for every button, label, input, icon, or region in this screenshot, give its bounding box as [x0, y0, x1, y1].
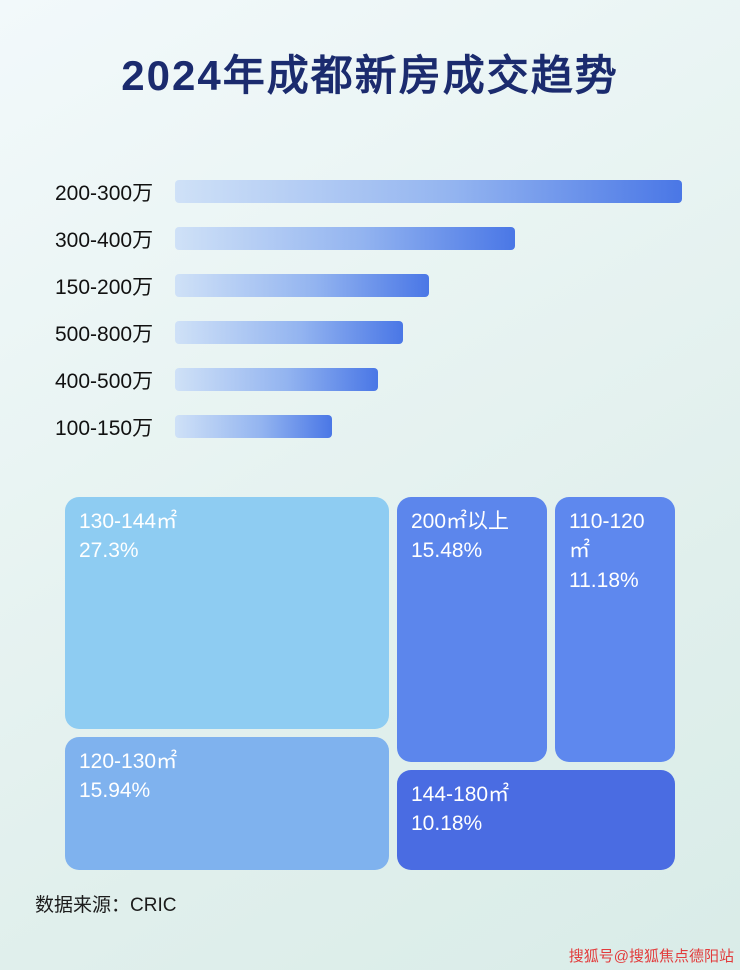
- treemap-block-144-180: 144-180㎡ 10.18%: [397, 770, 675, 870]
- watermark: 搜狐号@搜狐焦点德阳站: [568, 948, 734, 965]
- treemap-value: 11.18%: [569, 568, 639, 592]
- bar-category-label: 200-300万: [55, 181, 154, 205]
- area-size-treemap: 130-144㎡ 27.3% 200㎡以上 15.48% 110-120㎡ 11…: [65, 497, 675, 870]
- bar-category-label: 150-200万: [55, 275, 154, 299]
- bar-track: [175, 321, 682, 344]
- treemap-label: 110-120㎡: [569, 510, 645, 563]
- bar-track: [175, 274, 682, 297]
- bar-track: [175, 180, 682, 203]
- bar: [175, 321, 404, 344]
- page-title: 2024年成都新房成交趋势: [121, 52, 619, 99]
- treemap-label: 130-144㎡: [79, 510, 178, 533]
- bar-category-label: 500-800万: [55, 322, 154, 346]
- treemap-value: 27.3%: [79, 539, 139, 563]
- bar: [175, 180, 682, 203]
- bar-row: 200-300万: [55, 168, 682, 215]
- treemap-value: 15.94%: [79, 779, 151, 803]
- treemap-label: 144-180㎡: [411, 783, 510, 806]
- bar: [175, 274, 429, 297]
- bar-track: [175, 368, 682, 391]
- price-range-bar-chart: 200-300万 300-400万 150-200万 500-800万 400-…: [55, 168, 682, 450]
- bar-row: 150-200万: [55, 262, 682, 309]
- bar: [175, 368, 378, 391]
- bar-track: [175, 227, 682, 250]
- treemap-value: 15.48%: [411, 539, 483, 563]
- bar: [175, 415, 333, 438]
- treemap-block-120-130: 120-130㎡ 15.94%: [65, 737, 389, 870]
- bar-category-label: 300-400万: [55, 228, 154, 252]
- bar-row: 500-800万: [55, 309, 682, 356]
- treemap-value: 10.18%: [411, 812, 483, 836]
- bar-track: [175, 415, 682, 438]
- data-source-note: 数据来源：CRIC: [35, 895, 177, 916]
- bar-row: 300-400万: [55, 215, 682, 262]
- treemap-block-130-144: 130-144㎡ 27.3%: [65, 497, 389, 729]
- bar-row: 100-150万: [55, 403, 682, 450]
- bar-category-label: 400-500万: [55, 369, 154, 393]
- treemap-block-200-plus: 200㎡以上 15.48%: [397, 497, 547, 762]
- bar: [175, 227, 515, 250]
- treemap-label: 200㎡以上: [411, 510, 510, 533]
- bar-row: 400-500万: [55, 356, 682, 403]
- treemap-block-110-120: 110-120㎡ 11.18%: [555, 497, 675, 762]
- treemap-label: 120-130㎡: [79, 750, 178, 773]
- bar-category-label: 100-150万: [55, 416, 154, 440]
